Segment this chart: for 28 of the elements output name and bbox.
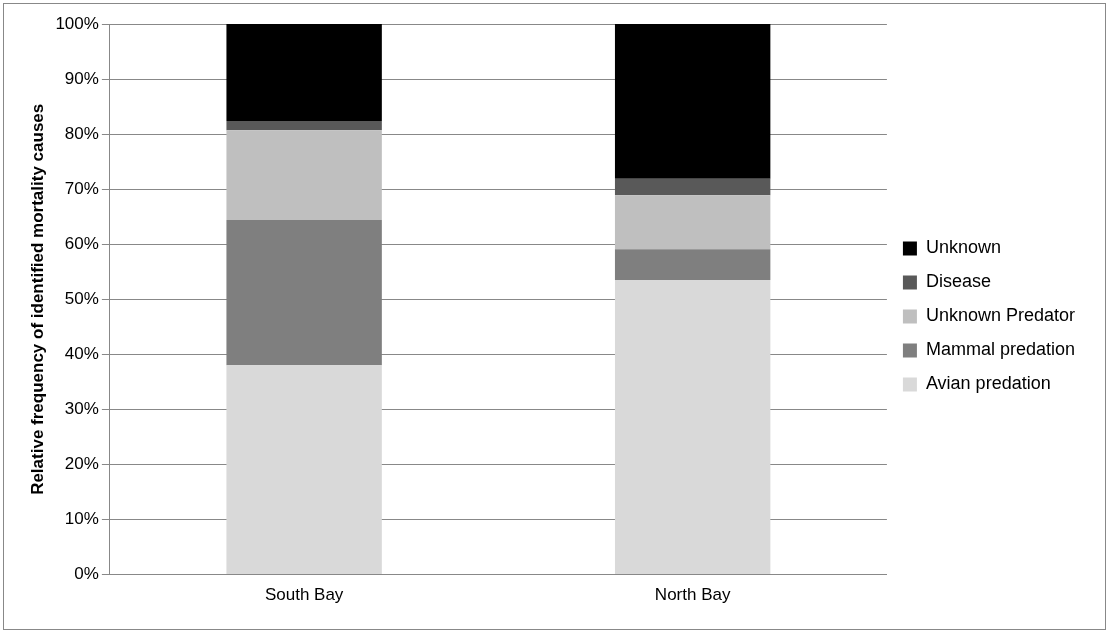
bar — [614, 280, 771, 575]
bar — [226, 24, 382, 121]
legend-label: Unknown Predator — [925, 305, 1076, 326]
bar — [614, 178, 771, 196]
y-tick-label: 20% — [64, 454, 99, 474]
y-tick-label: 90% — [64, 68, 99, 88]
legend-label: Disease — [925, 271, 991, 292]
legend-label: Unknown — [925, 237, 1001, 258]
y-tick-label: 30% — [64, 399, 99, 419]
y-tick-label: 60% — [64, 233, 99, 253]
bar — [614, 249, 771, 281]
bar — [226, 130, 382, 221]
legend-label: Avian predation — [925, 373, 1051, 394]
y-tick-label: 10% — [64, 509, 99, 529]
y-tick-label: 0% — [74, 564, 99, 584]
bar — [226, 365, 382, 575]
y-tick-label: 50% — [64, 288, 99, 308]
y-tick-label: 40% — [64, 344, 99, 364]
x-tick-label: South Bay — [264, 585, 344, 605]
y-tick-label: 100% — [55, 13, 99, 33]
x-tick-label: North Bay — [654, 585, 731, 605]
y-tick-label: 70% — [64, 178, 99, 198]
bar — [614, 24, 771, 179]
bar — [226, 120, 382, 131]
y-axis-title: Relative frequency of identified mortality causes — [27, 103, 47, 495]
y-tick-label: 80% — [64, 123, 99, 143]
legend-label: Mammal predation — [925, 339, 1075, 360]
bar — [614, 195, 771, 250]
